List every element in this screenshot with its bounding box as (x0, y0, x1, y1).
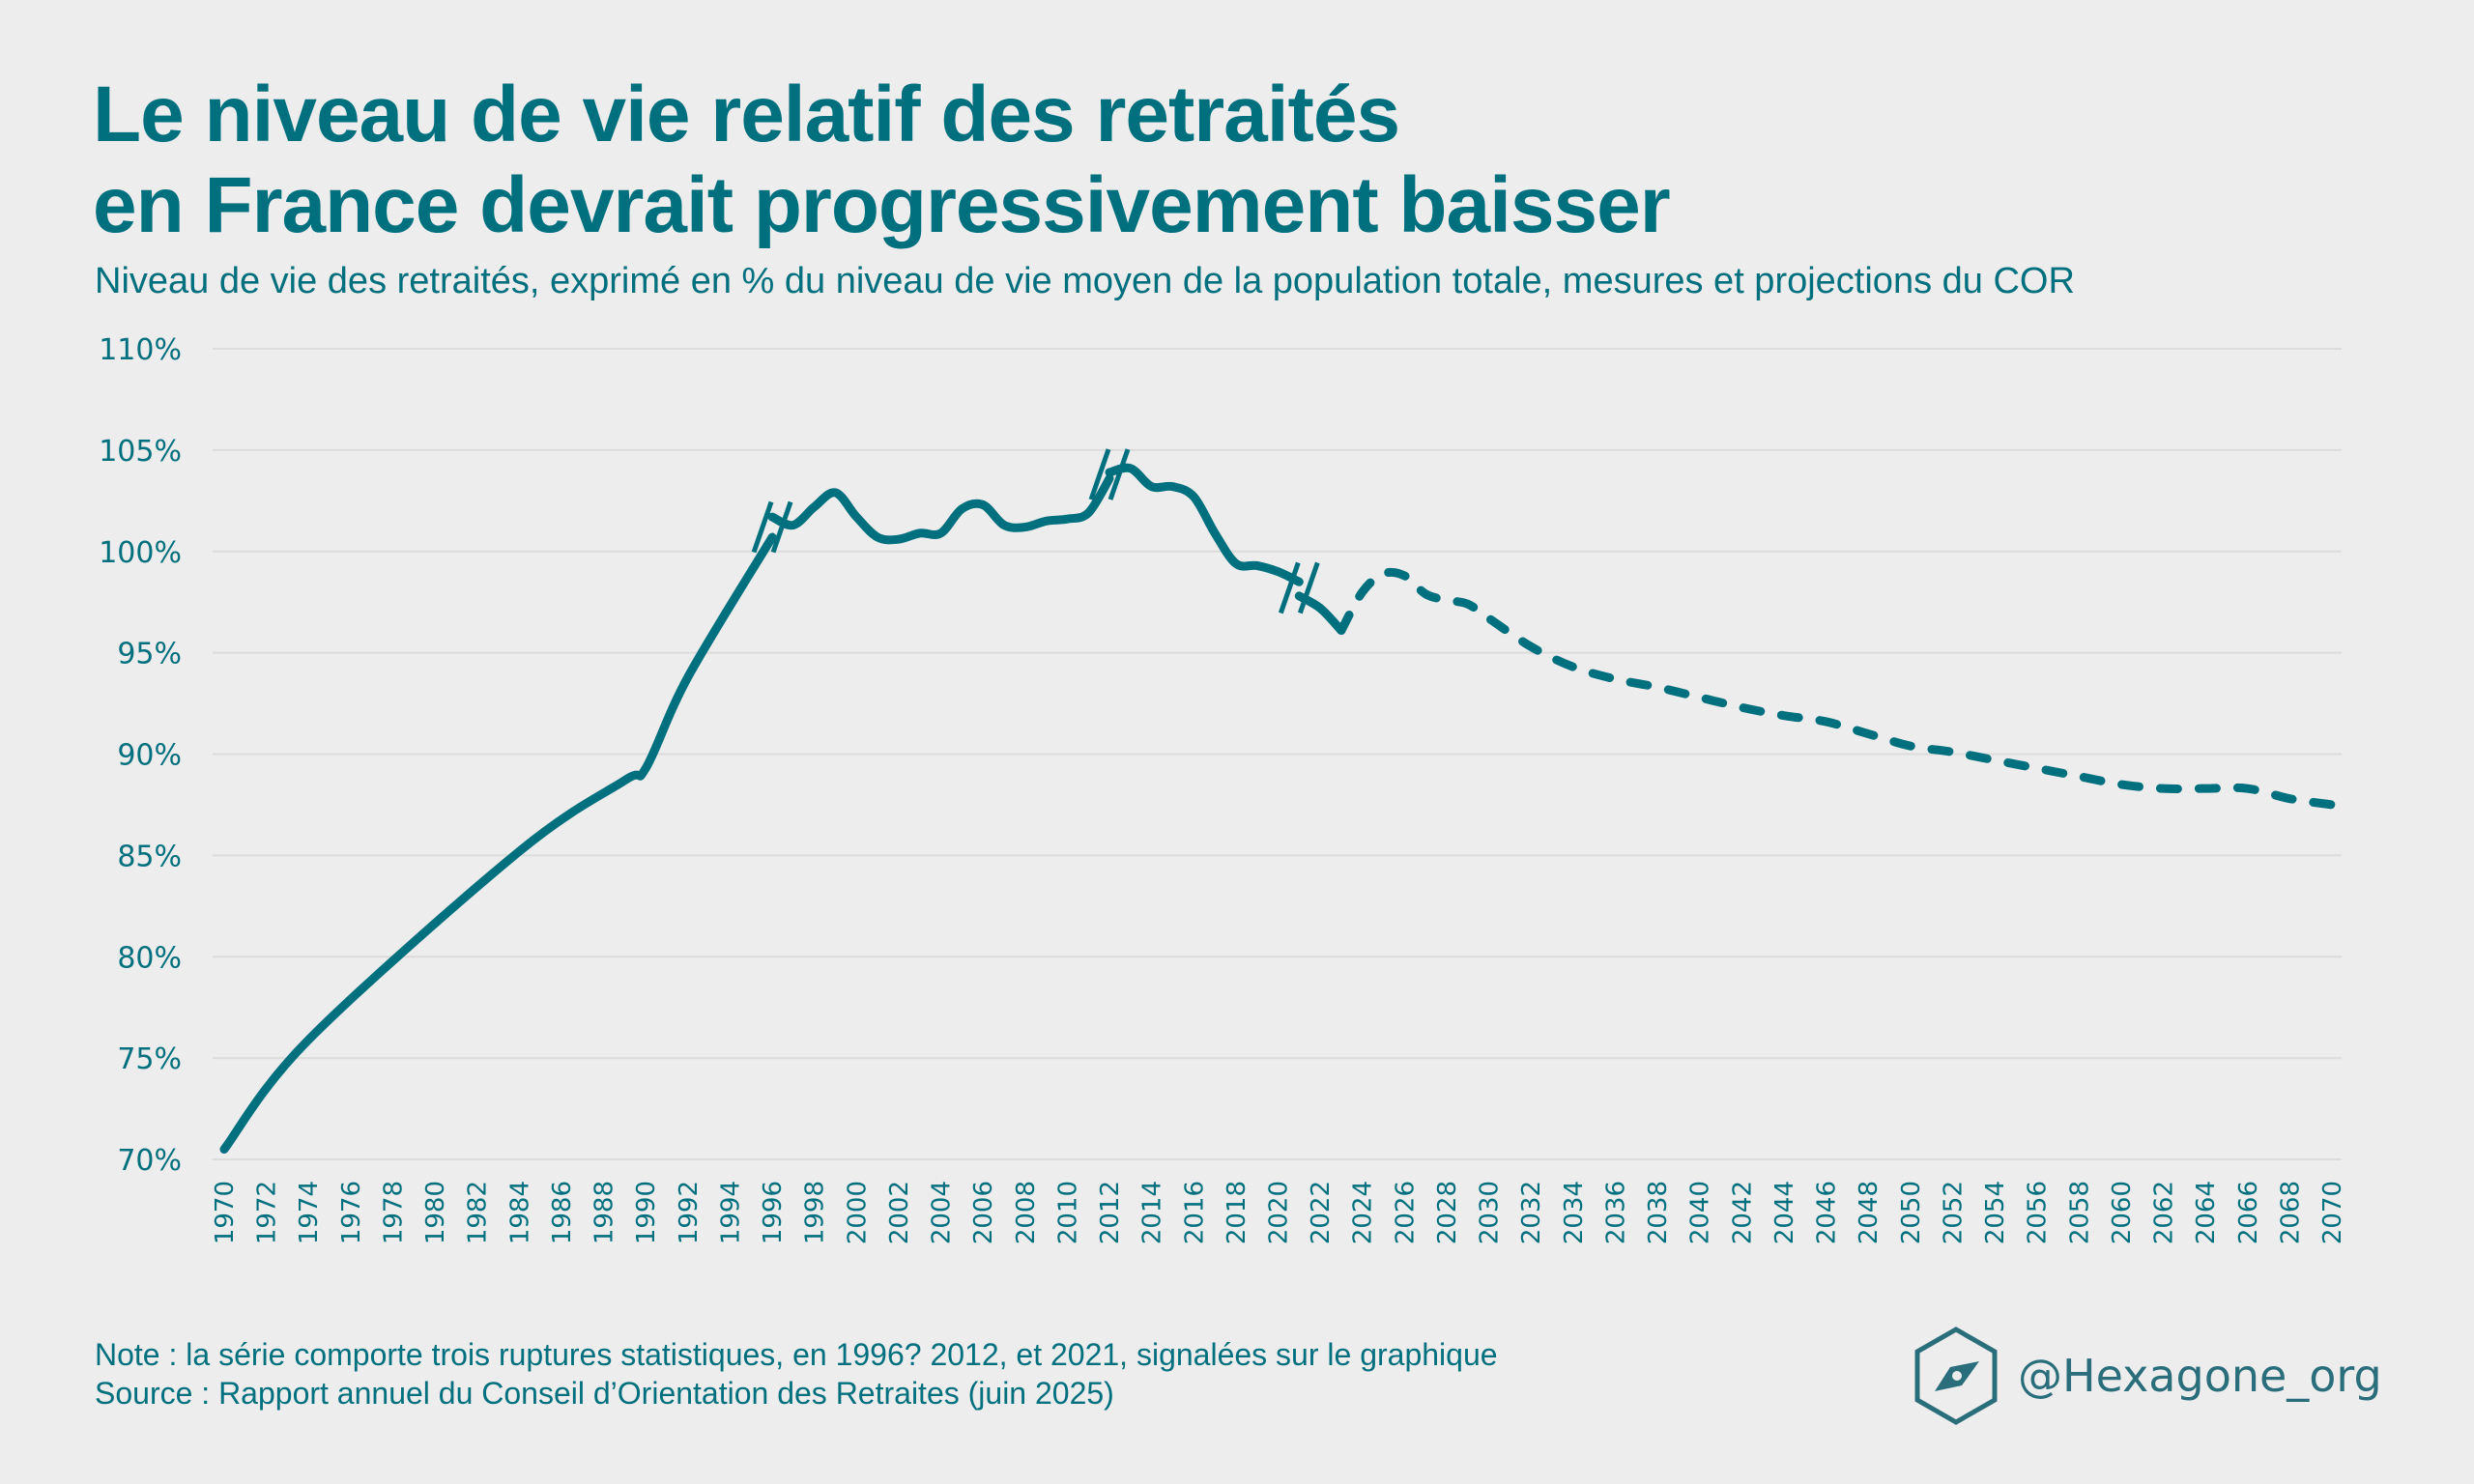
y-tick-label: 75% (117, 1042, 182, 1076)
y-tick-label: 95% (117, 638, 182, 671)
line-chart: 70%75%80%85%90%95%100%105%110% 1970 1972 1… (99, 333, 2347, 1244)
break-marker (1108, 448, 1131, 500)
x-tick-label: 2046 (1813, 1181, 1842, 1244)
x-tick-label: 2014 (1138, 1181, 1167, 1244)
x-tick-label: 2054 (1981, 1181, 2010, 1244)
x-tick-label: 2004 (928, 1181, 957, 1244)
x-tick-label: 2044 (1770, 1181, 1799, 1244)
x-tick-label: 2068 (2276, 1181, 2305, 1244)
x-tick-label: 1984 (505, 1181, 534, 1244)
x-tick-label: 2028 (1433, 1181, 1462, 1244)
series-line-2 (767, 473, 1114, 545)
grid-lines (213, 348, 2342, 1160)
brand: @Hexagone_org (1912, 1326, 2382, 1426)
x-tick-label: 2016 (1180, 1181, 1209, 1244)
y-tick-label: 105% (99, 435, 182, 469)
x-tick-label: 2036 (1601, 1181, 1630, 1244)
x-tick-label: 1996 (759, 1181, 788, 1244)
break-markers (751, 448, 1320, 614)
y-tick-label: 85% (117, 840, 182, 873)
x-tick-label: 1970 (211, 1181, 240, 1244)
series-line-3 (1105, 463, 1304, 586)
x-tick-label: 2012 (1096, 1181, 1125, 1244)
x-tick-label: 1988 (590, 1181, 619, 1244)
x-tick-label: 2002 (885, 1181, 914, 1244)
x-tick-label: 1978 (379, 1181, 408, 1244)
compass-hexagon-icon (1914, 1327, 1998, 1425)
x-tick-label: 1972 (253, 1181, 282, 1244)
x-tick-label: 1990 (632, 1181, 661, 1244)
x-tick-label: 2034 (1560, 1181, 1589, 1244)
y-tick-label: 90% (117, 739, 182, 773)
y-tick-label: 70% (117, 1144, 182, 1178)
footer: Note : la série comporte trois ruptures … (95, 1335, 1498, 1413)
x-tick-label: 2056 (2024, 1181, 2053, 1244)
title-line-2: en France devrait progressivement baisse… (93, 161, 1671, 249)
x-tick-label: 1998 (801, 1181, 830, 1244)
break-marker (770, 500, 793, 554)
break-marker (1088, 448, 1111, 500)
x-tick-label: 2058 (2065, 1181, 2094, 1244)
x-tick-label: 2066 (2234, 1181, 2263, 1244)
x-tick-label: 2050 (1897, 1181, 1926, 1244)
x-tick-label: 2026 (1391, 1181, 1420, 1244)
footer-source: Source : Rapport annuel du Conseil d’Ori… (95, 1376, 1114, 1411)
footer-note: Note : la série comporte trois ruptures … (95, 1337, 1498, 1372)
x-tick-label: 1980 (421, 1181, 450, 1244)
break-marker (1278, 561, 1301, 614)
x-tick-label: 2030 (1476, 1181, 1505, 1244)
x-tick-label: 2038 (1644, 1181, 1673, 1244)
x-tick-label: 1982 (464, 1181, 493, 1244)
x-tick-label: 2040 (1686, 1181, 1715, 1244)
break-marker (751, 500, 774, 554)
x-tick-label: 2060 (2108, 1181, 2137, 1244)
y-tick-label: 100% (99, 536, 182, 570)
x-tick-label: 2048 (1855, 1181, 1884, 1244)
x-tick-label: 2070 (2318, 1181, 2347, 1244)
x-tick-label: 1986 (548, 1181, 577, 1244)
x-tick-label: 2008 (1012, 1181, 1041, 1244)
x-tick-label: 2022 (1307, 1181, 1336, 1244)
x-tick-label: 1992 (675, 1181, 704, 1244)
x-tick-label: 1976 (337, 1181, 366, 1244)
x-tick-label: 2032 (1517, 1181, 1546, 1244)
series-line-1 (219, 532, 777, 1155)
x-tick-label: 2062 (2150, 1181, 2179, 1244)
x-tick-label: 2010 (1053, 1181, 1082, 1244)
y-tick-label: 110% (99, 333, 182, 367)
title-line-1: Le niveau de vie relatif des retraités (93, 71, 1400, 158)
y-tick-label: 80% (117, 941, 182, 975)
x-tick-label: 2024 (1349, 1181, 1378, 1244)
x-tick-label: 2018 (1223, 1181, 1251, 1244)
chart-title: Le niveau de vie relatif des retraités e… (93, 70, 1671, 251)
y-axis: 70% 75% 80% 85% 90% 95% 100% 105% 110% (99, 333, 182, 1178)
x-tick-label: 2042 (1728, 1181, 1757, 1244)
x-tick-label: 1994 (716, 1181, 745, 1244)
break-marker (1297, 561, 1320, 614)
x-tick-label: 2000 (843, 1181, 872, 1244)
x-tick-label: 2020 (1265, 1181, 1294, 1244)
brand-handle: @Hexagone_org (2018, 1350, 2382, 1402)
x-tick-label: 2006 (969, 1181, 998, 1244)
x-tick-label: 1974 (295, 1181, 324, 1244)
x-axis: 1970 1972 1974 1976 1978 1980 1982 1984 1986 1988… (211, 1181, 2347, 1244)
x-tick-label: 2052 (1939, 1181, 1968, 1244)
x-tick-label: 2064 (2192, 1181, 2221, 1244)
series-line-5 (1337, 567, 2337, 810)
series-lines (219, 463, 2337, 1155)
chart-subtitle: Niveau de vie des retraités, exprimé en … (95, 261, 2075, 301)
